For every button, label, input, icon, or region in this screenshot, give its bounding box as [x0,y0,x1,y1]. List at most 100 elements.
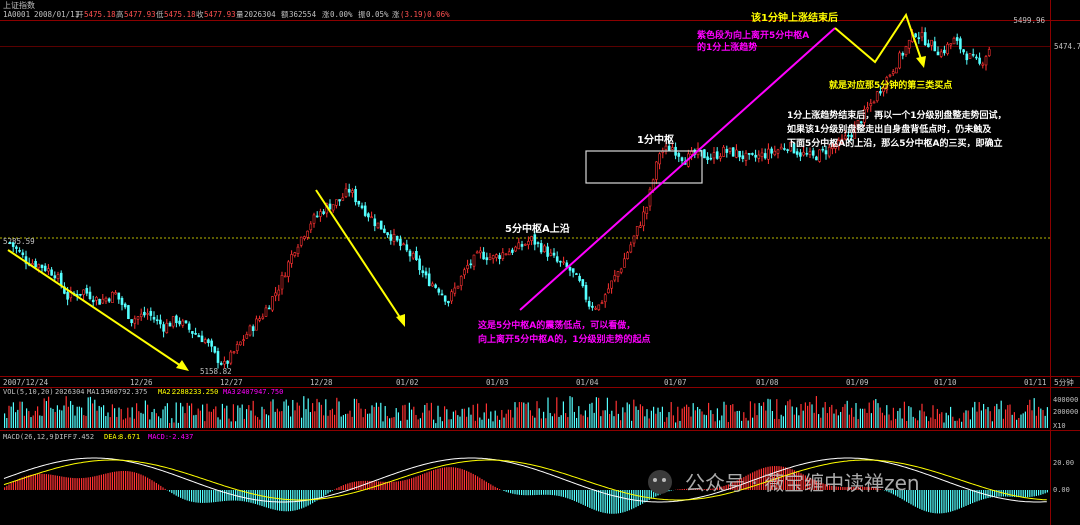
candle-body [395,236,399,241]
macd-bar [604,490,606,514]
macd-bar [118,471,120,490]
macd-bar [336,488,338,490]
volume-bar [98,405,100,428]
annotation-one-min-end: 该1分钟上涨结束后 [751,11,838,24]
header-amount: 362554 [289,10,317,19]
volume-bar [351,416,353,428]
macd-bar [994,490,996,497]
macd-bar [763,467,765,490]
macd-bar [551,490,553,496]
candle-body [939,51,943,57]
volume-bar [571,397,573,428]
macd-bar [615,490,617,514]
macd-tick-1: 20.00 [1053,459,1074,467]
macd-bar [571,490,573,501]
candle-body [635,226,639,236]
candle-body [11,242,15,247]
volume-bar [936,408,938,428]
candle-body [424,271,428,276]
candle-body [344,188,348,197]
volume-bar [573,411,575,428]
macd-bar [340,486,342,490]
candle-body [453,287,457,294]
candle-body [427,273,431,287]
macd-bar [142,475,144,490]
volume-bar [250,410,252,428]
volume-bar [281,411,283,428]
macd-bar [369,480,371,490]
volume-bar [426,402,428,428]
volume-bar [474,420,476,428]
date-axis: 2007/12/24 12/26 12/27 12/28 01/02 01/03 01/04… [3,378,1047,387]
candle-body [725,148,729,153]
volume-bar [840,411,842,428]
macd-bar [364,480,366,490]
macd-bar [789,468,791,490]
header-high: 5477.93 [124,10,156,19]
candle-body [194,333,197,335]
macd-bar [483,480,485,490]
volume-bar [732,404,734,428]
macd-bar [721,486,723,490]
volume-bar [736,410,738,428]
macd-bar [358,481,360,490]
volume-bar [136,403,138,428]
volume-bar [525,403,527,428]
volume-bar [1024,411,1026,428]
macd-bar [415,476,417,490]
macd-bar [428,471,430,490]
macd-bar [864,486,866,490]
volume-bar [353,398,355,428]
candle-body [760,152,764,157]
volume-bar [666,417,668,428]
volume-bar [855,403,857,428]
macd-value: -2.437 [168,433,193,441]
macd-bar [252,490,254,504]
volume-bar [642,406,644,428]
macd-bar [989,490,991,498]
candle-body [159,319,162,325]
volume-bar [494,410,496,428]
volume-bar [490,411,492,428]
candle-body [299,236,303,246]
macd-bar [598,490,600,512]
macd-bar [433,470,435,490]
macd-bar [859,486,861,490]
candle-body [965,53,969,61]
candle-body [984,56,988,66]
macd-bar [780,466,782,490]
macd-bar [686,488,688,490]
volume-bar [323,415,325,428]
volume-bar [450,419,452,428]
volume-bar [386,415,388,428]
annotation-low-1: 这是5分中枢A的震荡低点，可以看做， [478,319,635,331]
volume-bar [193,415,195,428]
macd-bar [840,486,842,490]
macd-bar [263,490,265,507]
volume-bar [41,415,43,428]
volume-bar [994,406,996,428]
macd-bar [243,490,245,502]
macd-bar [496,488,498,490]
candle-body [53,275,57,279]
candle-body [488,256,492,260]
candle-body [411,253,415,259]
candle-body [930,39,933,46]
macd-bar [444,467,446,490]
volume-bar [919,410,921,428]
macd-bar [224,490,226,502]
volume-bar [745,417,747,428]
macd-bar [334,489,336,490]
volume-bar [477,403,479,428]
candle-body [735,149,738,158]
candle-body [40,264,44,268]
volume-bar [485,403,487,428]
macd-bar [844,487,846,490]
volume-bar [215,406,217,428]
volume-bar [529,410,531,428]
candle-body [821,148,825,151]
macd-bar [547,490,549,495]
macd-bar [307,490,309,506]
date-axis-unit: 5分钟 [1054,377,1074,387]
candle-body [651,179,655,191]
